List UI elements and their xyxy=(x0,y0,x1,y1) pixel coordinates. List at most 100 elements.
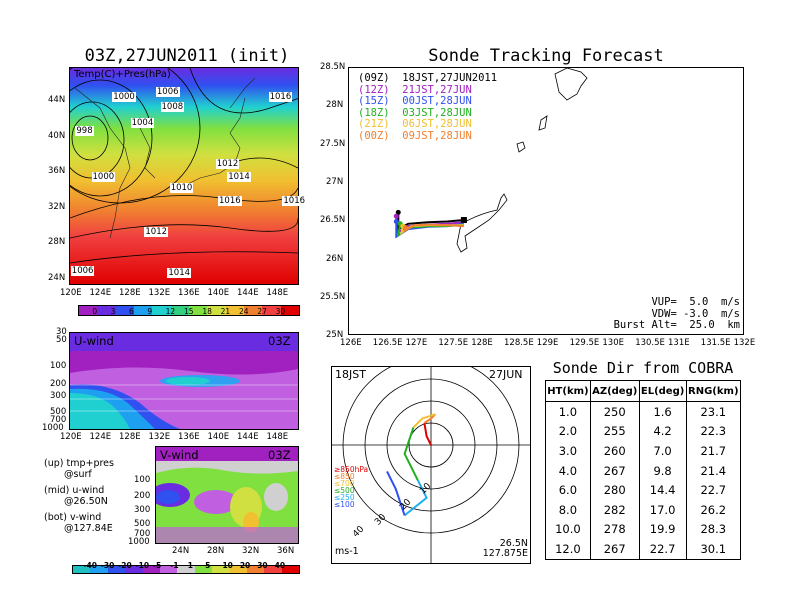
table-header: HT(km) xyxy=(545,380,591,402)
v-wind-lat-tick: 24N xyxy=(172,546,190,556)
table-cell: 23.1 xyxy=(685,401,742,422)
table-cell: 267 xyxy=(589,539,640,560)
pressure-label: 1012 xyxy=(144,226,169,237)
pressure-label: 1000 xyxy=(91,172,116,183)
table-cell: 4.0 xyxy=(545,460,591,481)
track-lat-tick: 28N xyxy=(326,100,344,111)
table-cell: 26.2 xyxy=(685,499,742,520)
track-lon-tick: 130E xyxy=(602,338,624,348)
map-lon-tick: 128E xyxy=(119,288,141,298)
hodograph-trace xyxy=(423,422,432,446)
colorbar-swatch xyxy=(73,566,91,573)
colorbar-label: -1 xyxy=(170,561,179,570)
table-row: 8.0 282 17.0 26.2 xyxy=(545,499,742,520)
u-wind-pressure-tick: 300 xyxy=(50,391,67,401)
track-lon-tick: 132E xyxy=(733,338,756,348)
track-lon-tick: 131E xyxy=(668,338,690,348)
table-row: 10.0 278 19.9 28.3 xyxy=(545,519,742,540)
track-legend: (09Z) 18JST,27JUN2011 (12Z) 21JST,27JUN (1… xyxy=(358,72,497,142)
sonde-tracks xyxy=(393,209,467,239)
u-wind-lon-tick: 120E xyxy=(60,432,82,442)
track-end-marker xyxy=(393,213,399,219)
colorbar-label: 5 xyxy=(205,561,211,570)
colorbar-swatch xyxy=(262,306,281,315)
u-wind-lon-tick: 132E xyxy=(148,432,171,442)
pressure-label: 1016 xyxy=(218,196,242,207)
map-lon-tick: 124E xyxy=(89,288,112,298)
colorbar-swatch xyxy=(90,566,108,573)
track-end-marker xyxy=(393,219,399,225)
track-lon-tick: 129E xyxy=(536,338,559,348)
table-cell: 278 xyxy=(589,519,640,540)
colorbar-label: 6 xyxy=(129,307,134,316)
colorbar-label: 3 xyxy=(110,307,116,316)
panel-note: (mid) u-wind xyxy=(44,485,105,496)
track-legend-item: (12Z) 21JST,27JUN xyxy=(358,83,472,96)
pressure-label: 1000 xyxy=(112,91,136,102)
u-wind-panel xyxy=(69,332,299,430)
table-cell: 6.0 xyxy=(545,480,591,500)
table-cell: 3.0 xyxy=(545,441,591,461)
hodograph-trace xyxy=(403,427,419,481)
colorbar-label: 40 xyxy=(274,561,286,570)
map-lat-tick: 32N xyxy=(48,201,66,212)
pressure-label: 1016 xyxy=(282,196,307,207)
map-lat-tick: 24N xyxy=(48,272,66,283)
u-wind-lon-tick: 124E xyxy=(89,432,112,442)
launch-params: VUP= 5.0 m/s VDW= -3.0 m/s Burst Alt= 25.0… xyxy=(560,296,740,332)
pressure-label: 1006 xyxy=(155,87,180,98)
level-legend-item: ≥850hPa xyxy=(334,465,369,474)
v-wind-panel xyxy=(155,446,299,544)
colorbar-label: 15 xyxy=(184,307,194,316)
hodograph-trace xyxy=(403,479,428,517)
colorbar-swatch xyxy=(115,306,134,315)
colorbar-swatch xyxy=(142,566,160,573)
coastline xyxy=(456,68,588,253)
colorbar-swatch xyxy=(229,566,247,573)
level-legend-item: ≤100 xyxy=(334,500,355,509)
colorbar-swatch xyxy=(188,306,208,315)
panel-note: @26.50N xyxy=(64,496,108,507)
hodograph-svg xyxy=(332,367,530,563)
colorbar-label: 27 xyxy=(257,307,267,316)
u-wind-pressure-tick: 200 xyxy=(50,379,67,389)
track-legend-item: (21Z) 06JST,28JUN xyxy=(358,118,472,130)
map-label: Temp(C)+Pres(hPa) xyxy=(74,69,171,80)
track-lat-tick: 28.5N xyxy=(320,62,346,72)
u-wind-pressure-tick: 500 xyxy=(50,407,67,417)
colorbar-label: 21 xyxy=(220,307,231,316)
track-lon-tick: 126.5E xyxy=(372,338,403,348)
table-row: 6.0 280 14.4 22.7 xyxy=(545,480,742,500)
table-cell: 28.3 xyxy=(685,519,742,540)
pressure-labels: 1000 1006 1008 1004 998 1000 1012 1014 1010 1016 1… xyxy=(69,67,307,285)
u-wind-lon-tick: 128E xyxy=(119,432,141,442)
track-line xyxy=(397,212,464,231)
table-cell: 14.4 xyxy=(638,480,687,500)
table-header: EL(deg) xyxy=(638,380,687,402)
track-lat-tick: 25N xyxy=(326,330,344,341)
colorbar-label: 20 xyxy=(239,561,251,570)
table-cell: 282 xyxy=(589,499,640,520)
table-cell: 255 xyxy=(589,421,640,442)
u-wind-lon-tick: 136E xyxy=(178,432,200,442)
u-wind-lon-tick: 148E xyxy=(266,432,289,442)
u-wind-time: 03Z xyxy=(268,334,291,348)
colorbar-swatch xyxy=(207,306,226,315)
hodograph-time: 18JST xyxy=(335,368,366,381)
colorbar-label: 10 xyxy=(222,561,233,570)
hodograph-lon: 127.875E xyxy=(482,548,528,559)
panel-note: (bot) v-wind xyxy=(44,512,102,523)
level-legend-item: ≤500 xyxy=(334,486,355,495)
v-wind-time: 03Z xyxy=(268,448,291,462)
panel-note: (up) tmp+pres xyxy=(44,458,114,469)
table-cell: 280 xyxy=(589,480,640,500)
launch-param: Burst Alt= 25.0 km xyxy=(613,319,740,331)
track-lat-tick: 26N xyxy=(326,253,344,264)
colorbar-swatch xyxy=(280,306,299,315)
colorbar-label: 0 xyxy=(92,307,98,316)
colorbar-label: 18 xyxy=(202,307,212,316)
pressure-label: 1008 xyxy=(160,102,185,113)
table-cell: 250 xyxy=(589,401,640,422)
colorbar-swatch xyxy=(243,306,263,315)
table-cell: 267 xyxy=(589,460,640,481)
